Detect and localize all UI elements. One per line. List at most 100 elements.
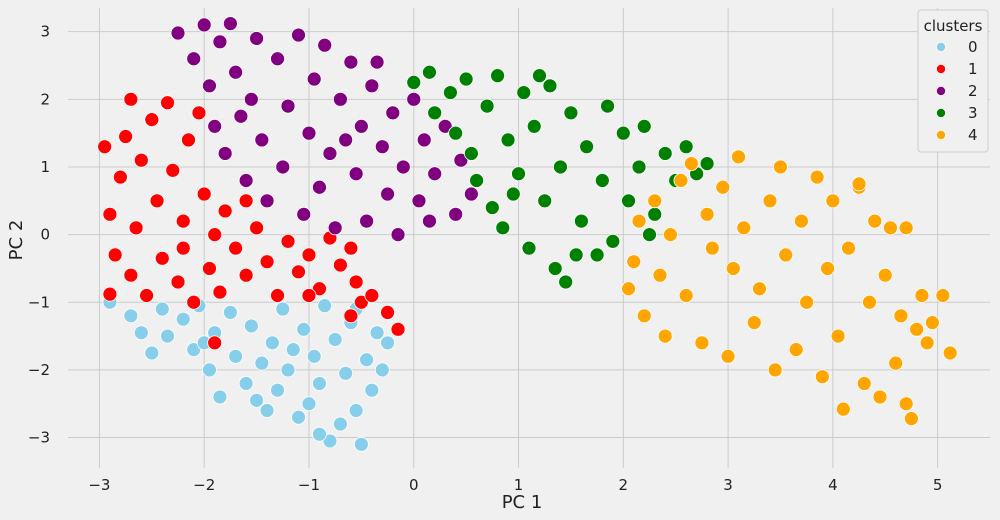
data-point-cluster-3 (505, 186, 521, 202)
data-point-cluster-0 (317, 298, 333, 314)
legend-marker-4 (936, 130, 946, 140)
x-tick-label: 0 (409, 476, 419, 494)
data-point-cluster-0 (133, 325, 149, 341)
data-point-cluster-4 (725, 261, 741, 276)
data-point-cluster-0 (154, 301, 170, 317)
data-point-cluster-3 (484, 200, 500, 215)
data-point-cluster-4 (872, 389, 888, 405)
data-point-cluster-1 (170, 274, 186, 290)
data-point-cluster-4 (820, 261, 836, 276)
data-point-cluster-0 (369, 325, 385, 341)
y-tick-label: −1 (28, 293, 50, 311)
data-point-cluster-2 (390, 227, 406, 243)
data-point-cluster-0 (249, 392, 264, 408)
data-point-cluster-4 (835, 401, 851, 417)
data-point-cluster-3 (621, 193, 636, 209)
data-point-cluster-3 (500, 132, 516, 148)
data-point-cluster-2 (416, 132, 432, 148)
data-point-cluster-3 (678, 139, 694, 155)
data-point-cluster-4 (914, 288, 930, 303)
data-point-cluster-2 (186, 51, 202, 67)
data-point-cluster-2 (270, 51, 285, 67)
data-point-cluster-1 (212, 284, 228, 300)
data-point-cluster-3 (558, 274, 574, 290)
data-point-cluster-1 (238, 193, 254, 209)
data-point-cluster-0 (254, 355, 270, 371)
data-point-cluster-0 (222, 305, 238, 320)
data-point-cluster-1 (102, 286, 118, 302)
data-point-cluster-2 (254, 132, 270, 148)
data-point-cluster-2 (238, 173, 254, 188)
y-tick-label: −3 (28, 429, 50, 447)
data-point-cluster-4 (830, 328, 846, 344)
data-point-cluster-2 (207, 118, 223, 134)
data-point-cluster-4 (794, 213, 809, 229)
data-point-cluster-0 (186, 342, 202, 358)
data-point-cluster-2 (327, 220, 343, 236)
data-point-cluster-4 (904, 411, 919, 427)
legend-box (917, 9, 989, 153)
data-point-cluster-0 (270, 382, 285, 398)
data-point-cluster-0 (160, 328, 175, 344)
data-point-cluster-3 (600, 98, 615, 114)
data-point-cluster-4 (841, 240, 856, 256)
data-point-cluster-4 (809, 169, 825, 185)
data-point-cluster-4 (704, 240, 720, 256)
data-point-cluster-2 (453, 152, 469, 168)
legend-label-3: 3 (968, 104, 978, 122)
data-point-cluster-0 (338, 365, 354, 381)
y-tick-label: 1 (40, 158, 50, 176)
data-point-cluster-4 (631, 213, 647, 229)
data-point-cluster-0 (374, 362, 390, 378)
data-point-cluster-4 (778, 247, 794, 263)
data-point-cluster-1 (312, 281, 327, 297)
y-axis-title: PC 2 (6, 220, 27, 261)
data-point-cluster-0 (296, 321, 312, 337)
data-point-cluster-2 (202, 78, 217, 94)
data-point-cluster-2 (296, 206, 312, 222)
legend-label-4: 4 (968, 126, 978, 144)
data-point-cluster-4 (877, 267, 893, 283)
x-tick-label: 1 (514, 476, 524, 494)
data-point-cluster-1 (175, 240, 191, 256)
data-point-cluster-1 (196, 186, 212, 202)
data-point-cluster-2 (385, 105, 401, 121)
data-point-cluster-0 (264, 335, 280, 351)
data-point-cluster-3 (443, 85, 458, 100)
data-point-cluster-0 (322, 433, 338, 449)
data-point-cluster-4 (673, 173, 689, 188)
data-point-cluster-0 (348, 403, 364, 418)
data-point-cluster-4 (746, 315, 762, 330)
data-point-cluster-3 (422, 64, 437, 80)
data-point-cluster-4 (621, 281, 636, 297)
data-point-cluster-4 (762, 193, 778, 209)
legend-marker-2 (936, 86, 946, 96)
data-point-cluster-1 (343, 240, 359, 256)
data-point-cluster-0 (359, 352, 375, 368)
data-point-cluster-1 (333, 257, 348, 273)
data-point-cluster-3 (631, 159, 647, 175)
data-point-cluster-4 (678, 288, 694, 303)
data-point-cluster-4 (862, 294, 877, 310)
data-point-cluster-2 (348, 166, 364, 182)
data-point-cluster-4 (767, 362, 783, 378)
data-point-cluster-2 (406, 91, 422, 107)
data-point-cluster-2 (275, 159, 291, 175)
data-point-cluster-2 (249, 31, 264, 46)
data-point-cluster-4 (720, 348, 736, 364)
x-tick-label: 4 (828, 476, 838, 494)
data-point-cluster-4 (898, 396, 914, 412)
data-point-cluster-3 (448, 125, 464, 141)
y-tick-label: 3 (40, 23, 50, 41)
data-point-cluster-0 (364, 382, 380, 398)
data-point-cluster-0 (275, 301, 291, 317)
data-point-cluster-2 (364, 78, 380, 94)
data-point-cluster-1 (343, 308, 359, 324)
data-point-cluster-2 (217, 146, 233, 161)
data-point-cluster-4 (636, 308, 652, 324)
data-point-cluster-2 (259, 193, 275, 209)
data-point-cluster-2 (463, 186, 479, 202)
data-point-cluster-3 (547, 261, 563, 276)
data-point-cluster-1 (165, 162, 181, 178)
